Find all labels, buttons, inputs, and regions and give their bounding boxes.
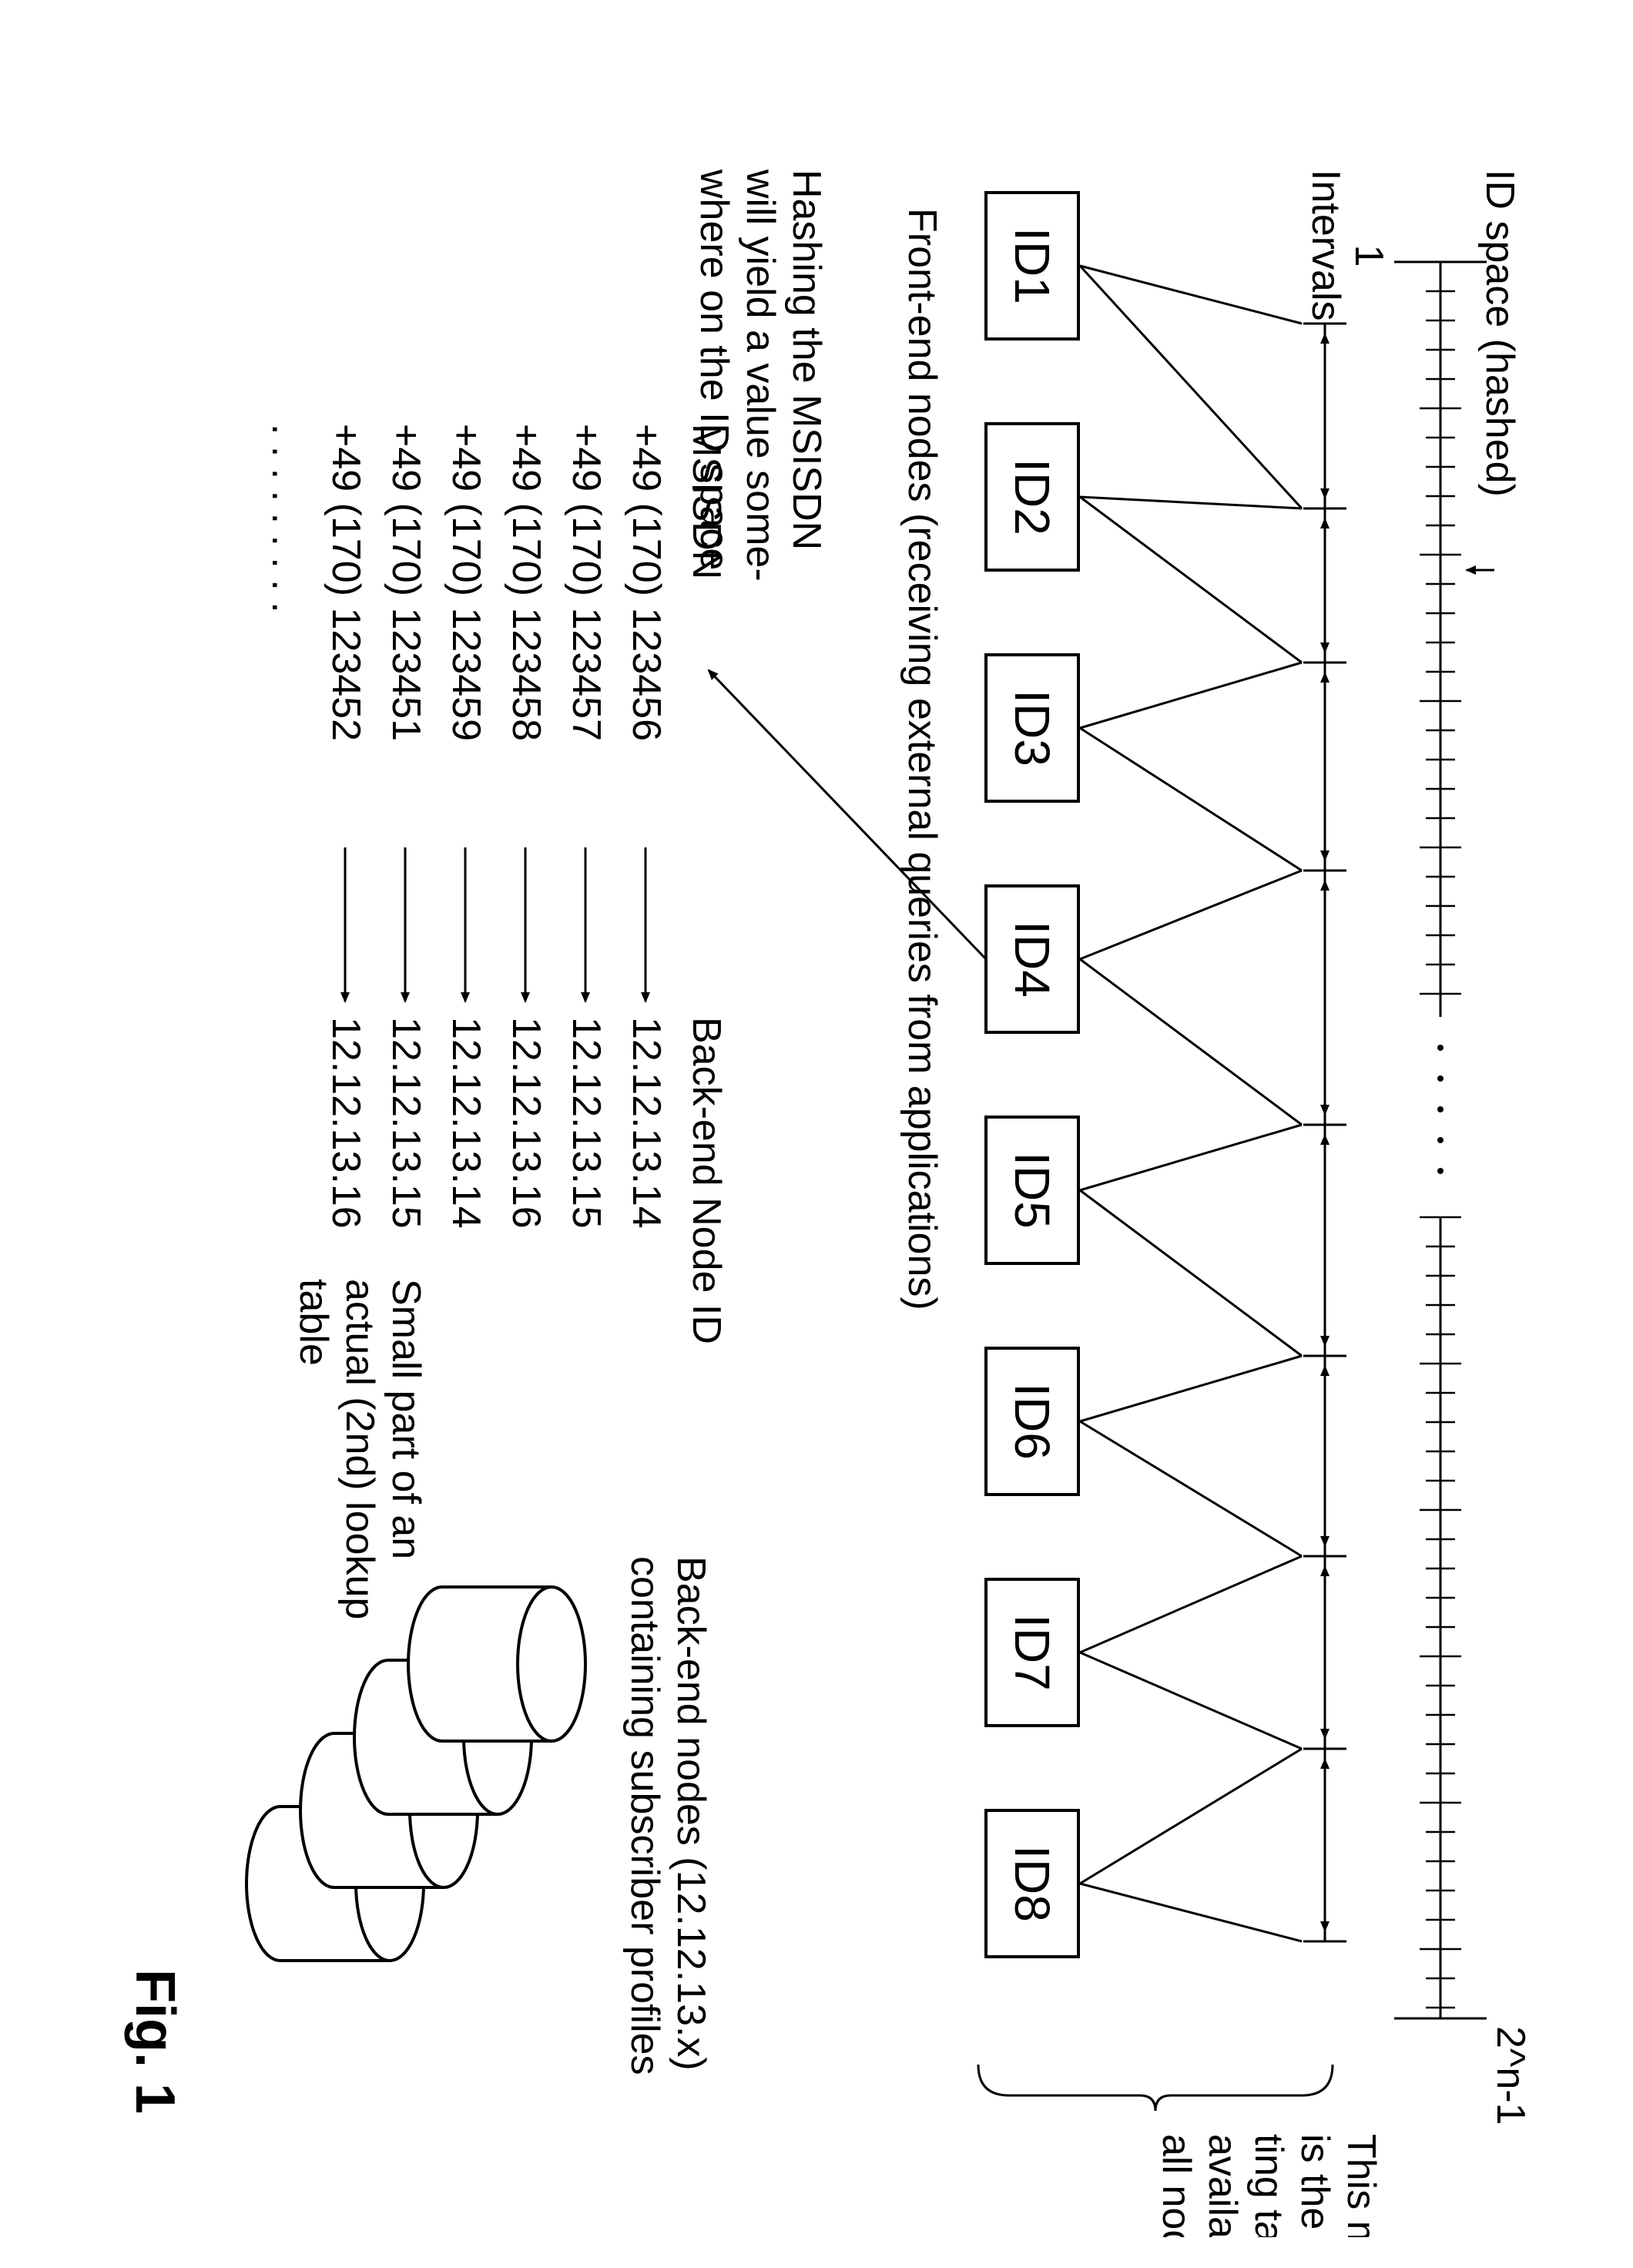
figure-label: Fig. 1 xyxy=(123,1969,186,2114)
id-box-label: ID4 xyxy=(1004,921,1060,998)
id-box-label: ID2 xyxy=(1004,458,1060,535)
svg-text:ID space (hashed): ID space (hashed) xyxy=(1477,169,1522,497)
id4-to-table-arrow xyxy=(709,670,986,959)
id-box-label: ID7 xyxy=(1004,1614,1060,1691)
svg-text:table: table xyxy=(291,1279,336,1366)
table-col1-header: MSISDN xyxy=(684,424,729,579)
svg-text:Intervals: Intervals xyxy=(1303,169,1348,321)
figure-wrap: ID space (hashed) 1 2^n-1 Intervals ID1 ID2 ID… xyxy=(31,31,1602,2237)
svg-text:actual (2nd) lookup: actual (2nd) lookup xyxy=(337,1279,382,1619)
table-col2-header: Back-end Node ID xyxy=(684,1017,729,1344)
table-row: +49 (170) 123451 xyxy=(384,424,428,741)
table-row: 12.12.13.16 xyxy=(504,1017,548,1229)
svg-text:ting table“,: ting table“, xyxy=(1246,2134,1291,2237)
svg-text:1: 1 xyxy=(1346,245,1391,267)
svg-text:available at: available at xyxy=(1200,2134,1245,2237)
svg-text:will yield a value some-: will yield a value some- xyxy=(738,169,783,582)
id-box-label: ID5 xyxy=(1004,1152,1060,1229)
table-row: 12.12.13.15 xyxy=(384,1017,428,1229)
id-box-label: ID6 xyxy=(1004,1383,1060,1460)
table-row: +49 (170) 123457 xyxy=(564,424,609,741)
svg-text:all nodes: all nodes xyxy=(1154,2134,1199,2237)
svg-text:. . . . . . . . .: . . . . . . . . . xyxy=(263,424,308,613)
table-row: +49 (170) 123456 xyxy=(624,424,669,741)
svg-text:This mapping: This mapping xyxy=(1339,2134,1383,2237)
table-row: 12.12.13.16 xyxy=(324,1017,368,1229)
table-row: +49 (170) 123452 xyxy=(324,424,368,741)
table-row: 12.12.13.14 xyxy=(444,1017,488,1229)
id-box-label: ID1 xyxy=(1004,227,1060,304)
svg-text:Small part of an: Small part of an xyxy=(384,1279,428,1559)
routing-bracket xyxy=(978,2065,1333,2111)
id-box-label: ID3 xyxy=(1004,689,1060,767)
svg-text:Hashing the MSISDN: Hashing the MSISDN xyxy=(784,169,829,550)
frontend-caption: Front-end nodes (receiving external quer… xyxy=(900,208,944,1310)
rotated-canvas: ID space (hashed) 1 2^n-1 Intervals ID1 ID2 ID… xyxy=(31,31,1602,2237)
svg-text:2^n-1: 2^n-1 xyxy=(1488,2026,1533,2125)
backend-caption: containing subscriber profiles xyxy=(622,1556,667,2075)
table-row: +49 (170) 123459 xyxy=(444,424,488,741)
table-row: 12.12.13.14 xyxy=(624,1017,669,1229)
table-row: 12.12.13.15 xyxy=(564,1017,609,1229)
backend-caption: Back-end nodes (12.12.13.x) xyxy=(669,1556,713,2071)
diagram-svg: ID space (hashed) 1 2^n-1 Intervals ID1 ID2 ID… xyxy=(31,31,1602,2237)
table-row: +49 (170) 123458 xyxy=(504,424,548,741)
id-box-label: ID8 xyxy=(1004,1845,1060,1922)
svg-text:is the „rou-: is the „rou- xyxy=(1293,2134,1337,2237)
